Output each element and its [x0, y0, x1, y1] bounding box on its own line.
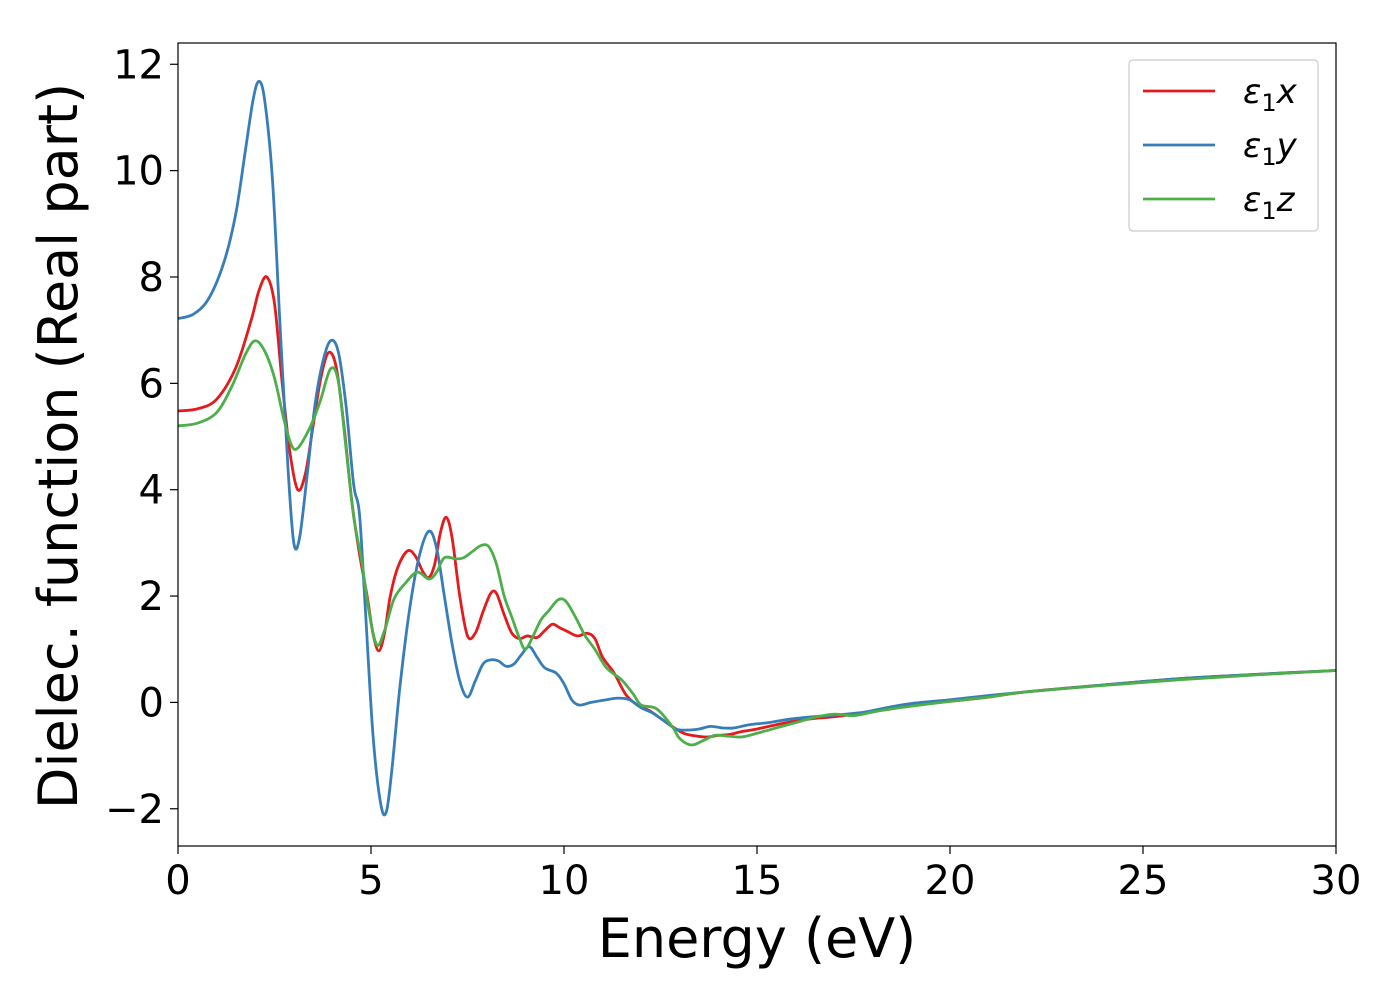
- legend-entry-y: ε1y: [1143, 126, 1298, 171]
- series-layer: [178, 79, 1336, 817]
- legend-entries: ε1x ε1y ε1z: [1143, 72, 1298, 225]
- legend-label: ε1y: [1243, 126, 1298, 171]
- legend-label: ε1z: [1243, 180, 1296, 225]
- x-tick-label: 20: [925, 858, 976, 904]
- y-axis-ticks: −2 0 2 4 6 8 10 12: [105, 42, 178, 833]
- y-tick-label: 0: [139, 680, 164, 726]
- y-tick-label: 8: [139, 255, 164, 301]
- x-axis-ticks: 0 5 10 15 20 25 30: [165, 846, 1361, 904]
- x-tick-label: 30: [1311, 858, 1362, 904]
- x-tick-label: 5: [358, 858, 383, 904]
- series-line-x: [178, 275, 1336, 739]
- legend-entry-x: ε1x: [1143, 72, 1298, 117]
- y-tick-label: 4: [139, 468, 164, 514]
- x-tick-label: 0: [165, 858, 190, 904]
- y-axis-label: Dielec. function (Real part): [27, 83, 90, 809]
- y-tick-label: 6: [139, 361, 164, 407]
- series-line-y: [178, 79, 1336, 817]
- y-tick-label: 12: [113, 42, 164, 88]
- x-tick-label: 10: [539, 858, 590, 904]
- series-line-z: [178, 339, 1336, 747]
- y-tick-label: 10: [113, 149, 164, 195]
- x-tick-label: 15: [732, 858, 783, 904]
- x-axis-label: Energy (eV): [598, 907, 917, 970]
- legend-label: ε1x: [1243, 72, 1298, 117]
- y-tick-label: 2: [139, 574, 164, 620]
- legend-box: [1128, 59, 1319, 232]
- legend-entry-z: ε1z: [1143, 180, 1296, 225]
- legend: ε1x ε1y ε1z: [1128, 59, 1319, 232]
- y-tick-label: −2: [105, 787, 164, 833]
- x-tick-label: 25: [1118, 858, 1169, 904]
